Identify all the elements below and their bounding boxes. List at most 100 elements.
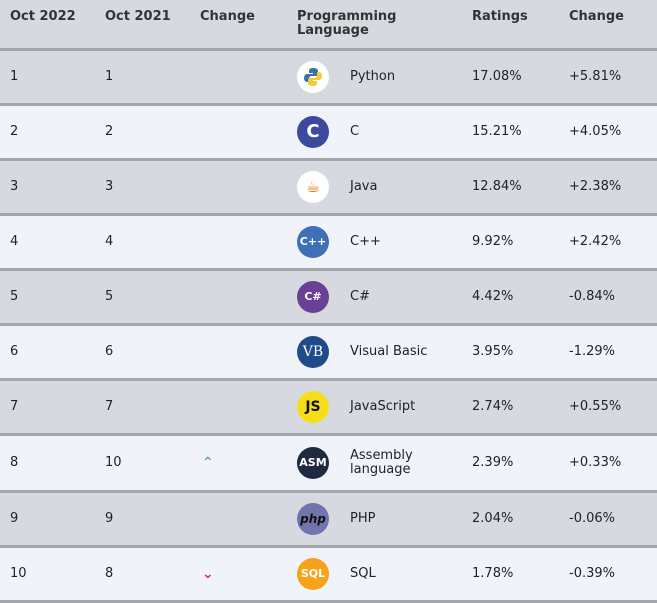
trend-cell: ⌃ [190,434,287,493]
rank-2021: 4 [95,214,190,271]
icon-cell: VB [287,324,340,381]
language-name: C++ [340,214,463,271]
language-name: Assembly language [340,434,463,493]
rating: 12.84% [462,159,560,216]
icon-cell: php [287,491,340,548]
arrow-down-icon: ⌄ [202,565,214,582]
table-row: 9 9 php PHP 2.04% -0.06% [0,491,657,548]
javascript-icon: JS [297,391,329,423]
rating: 15.21% [462,104,560,161]
rating: 3.95% [462,324,560,381]
rating-change: +0.55% [559,379,657,436]
sql-icon: SQL [297,558,329,590]
icon-cell: C [287,104,340,161]
rank-2022: 1 [0,49,95,106]
rank-2021: 1 [95,49,190,106]
rating-change: +5.81% [559,49,657,106]
rank-2021: 9 [95,491,190,548]
rank-2022: 8 [0,434,95,493]
cpp-icon: C++ [297,226,329,258]
table-row: 5 5 C# C# 4.42% -0.84% [0,269,657,326]
language-name: Java [340,159,463,216]
language-name: C# [340,269,463,326]
rank-2021: 2 [95,104,190,161]
icon-cell: ☕ [287,159,340,216]
table-row: 7 7 JS JavaScript 2.74% +0.55% [0,379,657,436]
icon-cell: ASM [287,434,340,493]
rank-2021: 8 [95,546,190,603]
header-change[interactable]: Change [190,0,287,51]
rank-2021: 5 [95,269,190,326]
header-language[interactable]: Programming Language [287,0,463,51]
language-name: SQL [340,546,463,603]
rating: 2.74% [462,379,560,436]
rating-change: +2.38% [559,159,657,216]
rating-change: -1.29% [559,324,657,381]
header-change-percent[interactable]: Change [559,0,657,51]
table-row: 3 3 ☕ Java 12.84% +2.38% [0,159,657,216]
assembly-icon: ASM [297,447,329,479]
rating: 2.39% [462,434,560,493]
trend-cell: ⌄ [190,546,287,603]
rating: 9.92% [462,214,560,271]
trend-cell [190,324,287,381]
rating-change: +0.33% [559,434,657,493]
rank-2022: 5 [0,269,95,326]
language-name: C [340,104,463,161]
rank-2021: 10 [95,434,190,493]
rank-2021: 7 [95,379,190,436]
rank-2022: 4 [0,214,95,271]
language-name: Visual Basic [340,324,463,381]
header-ratings[interactable]: Ratings [462,0,560,51]
c-icon: C [297,116,329,148]
rank-2021: 3 [95,159,190,216]
rank-2022: 2 [0,104,95,161]
rating-change: +2.42% [559,214,657,271]
rating: 2.04% [462,491,560,548]
trend-cell [190,49,287,106]
rating-change: +4.05% [559,104,657,161]
rating-change: -0.39% [559,546,657,603]
table-row: 10 8 ⌄ SQL SQL 1.78% -0.39% [0,546,657,603]
java-icon: ☕ [297,171,329,203]
visual-basic-icon: VB [297,336,329,368]
trend-cell [190,379,287,436]
rank-2022: 6 [0,324,95,381]
icon-cell [287,49,340,106]
rank-2022: 9 [0,491,95,548]
trend-cell [190,159,287,216]
trend-cell [190,214,287,271]
python-icon [297,61,329,93]
rank-2022: 7 [0,379,95,436]
php-icon: php [297,503,329,535]
table-row: 6 6 VB Visual Basic 3.95% -1.29% [0,324,657,381]
icon-cell: C++ [287,214,340,271]
icon-cell: JS [287,379,340,436]
rating: 17.08% [462,49,560,106]
trend-cell [190,491,287,548]
rank-2021: 6 [95,324,190,381]
language-name: Python [340,49,463,106]
table-row: 4 4 C++ C++ 9.92% +2.42% [0,214,657,271]
icon-cell: C# [287,269,340,326]
rank-2022: 3 [0,159,95,216]
rating-change: -0.06% [559,491,657,548]
table-row: 8 10 ⌃ ASM Assembly language 2.39% +0.33% [0,434,657,493]
table-row: 1 1 Python 17.08% +5.81% [0,49,657,106]
trend-cell [190,104,287,161]
rank-2022: 10 [0,546,95,603]
rating: 1.78% [462,546,560,603]
table-row: 2 2 C C 15.21% +4.05% [0,104,657,161]
arrow-up-icon: ⌃ [202,454,214,471]
header-oct-2022[interactable]: Oct 2022 [0,0,95,51]
csharp-icon: C# [297,281,329,313]
header-oct-2021[interactable]: Oct 2021 [95,0,190,51]
language-name: JavaScript [340,379,463,436]
rating-change: -0.84% [559,269,657,326]
header-row: Oct 2022 Oct 2021 Change Programming Lan… [0,0,657,51]
rating: 4.42% [462,269,560,326]
language-name: PHP [340,491,463,548]
trend-cell [190,269,287,326]
icon-cell: SQL [287,546,340,603]
